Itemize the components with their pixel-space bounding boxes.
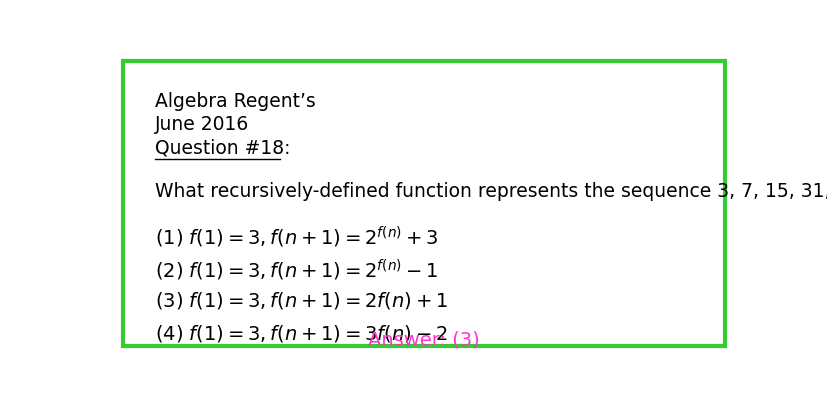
Text: What recursively-defined function represents the sequence 3, 7, 15, 31, ……?: What recursively-defined function repres… [155, 182, 827, 201]
FancyBboxPatch shape [122, 61, 725, 346]
Text: (4) $f(1) = 3, f(n+1) = 3f(n) - 2$: (4) $f(1) = 3, f(n+1) = 3f(n) - 2$ [155, 323, 447, 344]
Text: (3) $f(1) = 3, f(n+1) = 2f(n) + 1$: (3) $f(1) = 3, f(n+1) = 2f(n) + 1$ [155, 291, 447, 312]
Text: (2) $f(1) = 3, f(n+1) = 2^{f(n)} - 1$: (2) $f(1) = 3, f(n+1) = 2^{f(n)} - 1$ [155, 258, 437, 283]
Text: (1) $f(1) = 3, f(n+1) = 2^{f(n)} + 3$: (1) $f(1) = 3, f(n+1) = 2^{f(n)} + 3$ [155, 225, 438, 250]
Text: Question #18:: Question #18: [155, 138, 290, 157]
Text: June 2016: June 2016 [155, 115, 249, 134]
Text: Answer: (3): Answer: (3) [368, 331, 480, 350]
Text: Algebra Regent’s: Algebra Regent’s [155, 92, 315, 111]
